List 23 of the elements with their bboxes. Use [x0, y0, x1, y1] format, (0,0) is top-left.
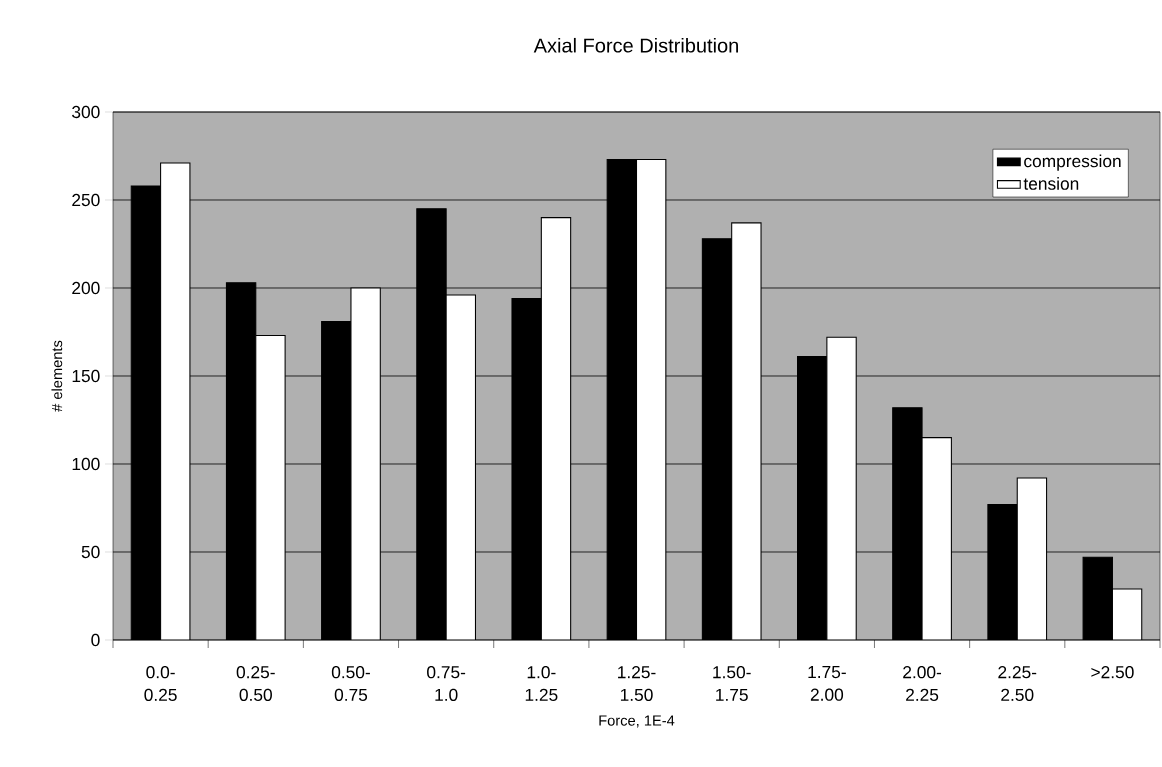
x-tick-label: 1.0- 1.25 — [525, 666, 558, 701]
y-axis-title: # elements — [51, 340, 63, 412]
x-tick-label: 1.75- 2.00 — [808, 666, 846, 701]
legend-label: compression — [1024, 154, 1121, 171]
x-tick-label: 2.00- 2.25 — [903, 666, 942, 701]
y-tick-label: 50 — [81, 545, 100, 559]
y-tick-label: 250 — [72, 193, 100, 207]
x-tick-label: 2.25- 2.50 — [998, 666, 1037, 701]
x-tick-label: 0.75- 1.0 — [427, 666, 466, 701]
x-axis-title: Force, 1E-4 — [599, 715, 675, 728]
x-tick-label: 0.0- 0.25 — [144, 666, 177, 701]
x-tick-label: >2.50 — [1091, 666, 1134, 679]
x-tick-label: 1.25- 1.50 — [618, 666, 656, 701]
y-tick-label: 100 — [72, 457, 100, 471]
y-tick-label: 200 — [72, 281, 100, 295]
chart-title: Axial Force Distribution — [533, 37, 738, 53]
y-tick-label: 150 — [72, 369, 100, 383]
x-tick-label: 0.50- 0.75 — [331, 666, 370, 701]
x-tick-label: 1.50- 1.75 — [713, 666, 751, 701]
x-tick-label: 0.25- 0.50 — [236, 666, 275, 701]
y-tick-label: 0 — [91, 633, 100, 647]
legend-label: tension — [1023, 177, 1079, 190]
y-tick-label: 300 — [72, 105, 100, 119]
